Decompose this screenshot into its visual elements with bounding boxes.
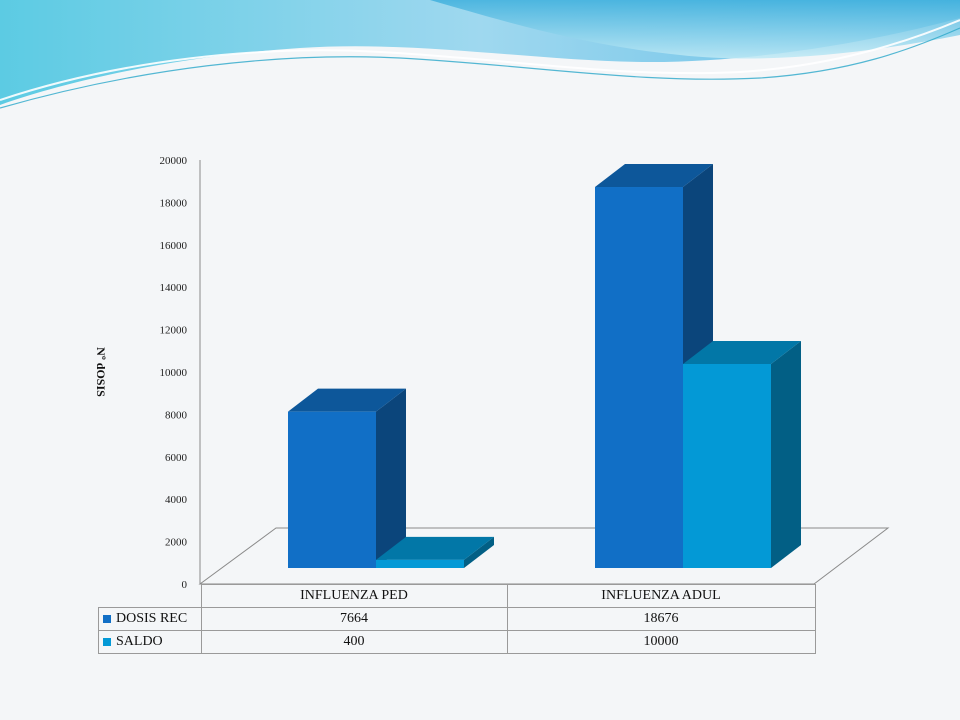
category-header: INFLUENZA ADUL — [506, 584, 816, 608]
bar-side-face — [376, 388, 406, 568]
bar — [376, 536, 494, 568]
y-tick-label: 12000 — [160, 325, 188, 337]
table-row: SALDO 400 10000 — [98, 630, 816, 654]
bar — [683, 341, 801, 568]
bar-front-face — [376, 559, 464, 568]
bar-top-face — [595, 164, 713, 188]
bar-top-face — [288, 388, 406, 412]
y-tick-label: 20000 — [160, 155, 188, 167]
legend-swatch — [103, 637, 111, 646]
bar-front-face — [683, 364, 771, 568]
y-tick-label: 10000 — [160, 367, 188, 379]
y-tick-label: 14000 — [160, 282, 188, 294]
table-cell: 7664 — [200, 607, 508, 631]
y-tick-label: 2000 — [165, 537, 188, 549]
table-cell: 10000 — [506, 630, 816, 654]
y-axis-ticks: 0200040006000800010000120001400016000180… — [160, 155, 188, 591]
bar-top-face — [376, 536, 494, 560]
bar-group — [288, 164, 801, 569]
y-tick-label: 16000 — [160, 240, 188, 252]
y-tick-label: 6000 — [165, 452, 188, 464]
table-row: DOSIS REC 7664 18676 — [98, 607, 816, 631]
bar-top-face — [683, 341, 801, 364]
header-wave-decoration — [0, 0, 960, 109]
bar-side-face — [771, 341, 801, 568]
y-tick-label: 4000 — [165, 494, 188, 506]
table-corner — [98, 584, 202, 608]
legend-entry: SALDO — [98, 630, 202, 654]
bar-front-face — [288, 411, 376, 568]
table-cell: 400 — [200, 630, 508, 654]
chart-data-table: INFLUENZA PED INFLUENZA ADUL DOSIS REC 7… — [98, 584, 816, 654]
category-header: INFLUENZA PED — [200, 584, 508, 608]
bar-front-face — [595, 187, 683, 569]
y-tick-label: 18000 — [160, 197, 188, 209]
y-axis-label: Nº dOSIS — [94, 347, 108, 397]
legend-entry: DOSIS REC — [98, 607, 202, 631]
y-tick-label: 8000 — [165, 409, 188, 421]
series-name: DOSIS REC — [116, 611, 188, 626]
table-header-row: INFLUENZA PED INFLUENZA ADUL — [98, 584, 816, 608]
legend-swatch — [103, 614, 111, 623]
series-name: SALDO — [116, 634, 163, 649]
bar-side-face — [464, 536, 494, 568]
table-cell: 18676 — [506, 607, 816, 631]
bar — [288, 388, 406, 568]
